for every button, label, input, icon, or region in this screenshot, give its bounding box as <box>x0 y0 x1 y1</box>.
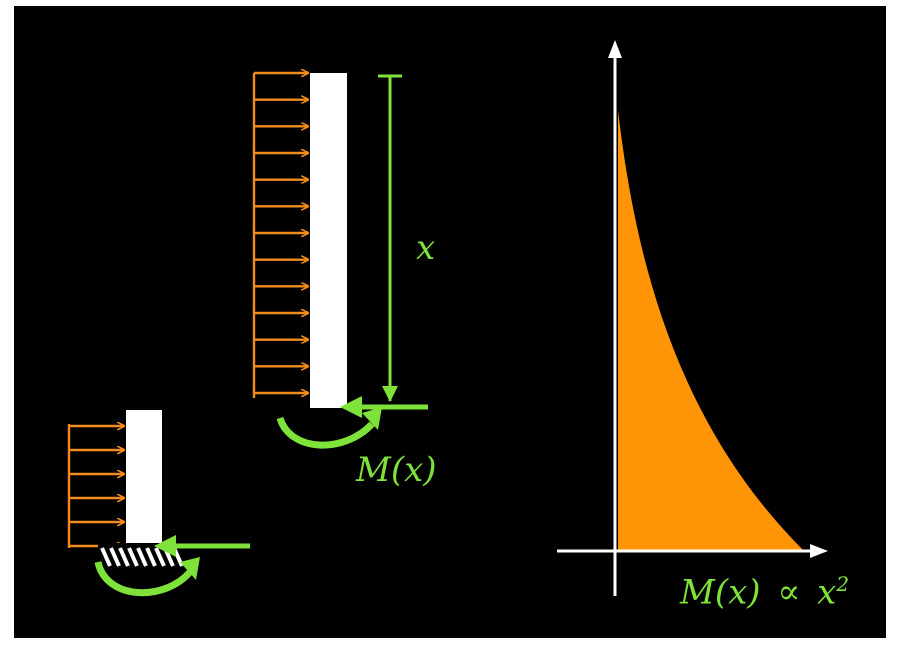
short-beam-group <box>67 410 250 597</box>
proportionality-relation: M(x) ∝ x2 <box>680 572 849 612</box>
moment-arc-arrowhead-tall <box>362 407 382 430</box>
moment-arc-arrowhead-short <box>180 557 200 580</box>
y-axis-arrowhead <box>608 40 622 58</box>
short-beam <box>126 410 162 548</box>
tall-beam-group <box>252 73 428 449</box>
moment-label: M(x) <box>356 450 437 490</box>
hatch-line <box>100 547 112 567</box>
tall-beam <box>310 73 347 408</box>
uniform-load-arrows-short <box>69 426 124 546</box>
x-dimension-arrowhead <box>382 386 398 402</box>
hatch-line <box>127 547 139 567</box>
short-shear-arrowhead <box>154 535 176 557</box>
hatch-line <box>109 547 121 567</box>
relation-symbol: ∝ <box>777 572 801 613</box>
x-axis-arrowhead <box>810 544 828 558</box>
moment-arc-tall <box>276 416 375 449</box>
diagram-svg <box>67 40 828 597</box>
hatch-line <box>145 547 157 567</box>
shear-force-arrowhead <box>340 396 362 418</box>
hatch-line <box>136 547 148 567</box>
moment-area <box>618 110 804 551</box>
moment-diagram <box>557 40 828 596</box>
uniform-load-arrows-tall <box>254 73 308 393</box>
hatch-line <box>118 547 130 567</box>
moment-arc-short <box>94 560 193 597</box>
relation-var: x <box>817 572 837 613</box>
relation-exponent: 2 <box>836 572 850 596</box>
hatch-line <box>154 547 166 567</box>
relation-lhs: M(x) <box>680 572 761 613</box>
diagram-canvas: x M(x) M(x) ∝ x2 <box>14 6 886 638</box>
x-label: x <box>416 228 436 268</box>
